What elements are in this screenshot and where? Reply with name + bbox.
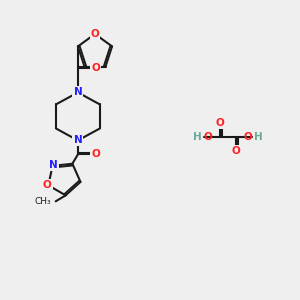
Text: O: O: [232, 146, 240, 156]
Text: N: N: [49, 160, 58, 170]
Text: O: O: [216, 118, 224, 128]
Text: N: N: [74, 135, 82, 146]
Text: CH₃: CH₃: [34, 197, 51, 206]
Text: N: N: [74, 87, 82, 98]
Text: H: H: [193, 132, 202, 142]
Text: O: O: [92, 63, 100, 74]
Text: O: O: [243, 132, 252, 142]
Text: O: O: [92, 149, 100, 159]
Text: O: O: [91, 29, 99, 39]
Text: O: O: [43, 180, 52, 190]
Text: H: H: [254, 132, 263, 142]
Text: O: O: [204, 132, 213, 142]
